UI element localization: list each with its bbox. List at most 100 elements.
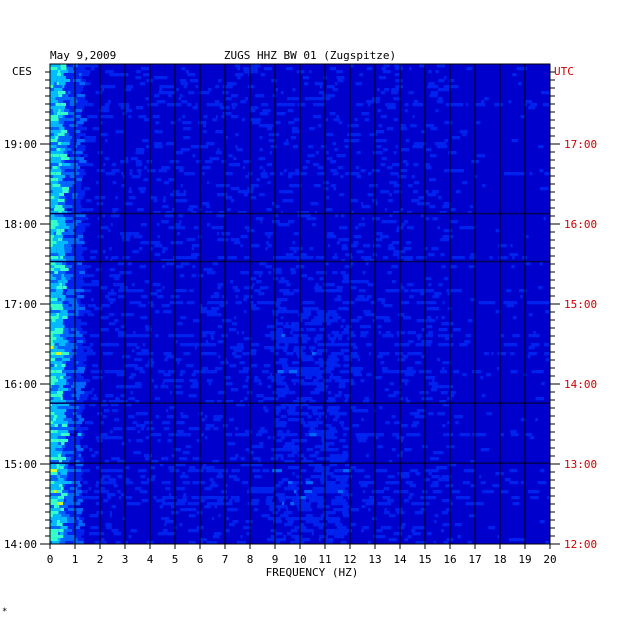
spectrogram-cell bbox=[74, 145, 77, 149]
spectrogram-cell bbox=[76, 178, 82, 182]
spectrogram-cell bbox=[232, 256, 237, 260]
spectrogram-cell bbox=[175, 160, 179, 164]
spectrogram-cell bbox=[80, 67, 86, 71]
spectrogram-cell bbox=[58, 106, 65, 110]
spectrogram-cell bbox=[314, 340, 318, 344]
spectrogram-cell bbox=[342, 505, 351, 509]
spectrogram-cell bbox=[60, 64, 67, 68]
spectrogram-cell bbox=[195, 346, 197, 350]
spectrogram-cell bbox=[75, 370, 78, 374]
spectrogram-cell bbox=[294, 448, 301, 452]
spectrogram-cell bbox=[316, 256, 325, 260]
spectrogram-cell bbox=[464, 340, 471, 344]
spectrogram-cell bbox=[423, 478, 430, 482]
spectrogram-cell bbox=[113, 532, 121, 536]
spectrogram-cell bbox=[316, 457, 326, 461]
spectrogram-cell bbox=[254, 343, 260, 347]
spectrogram-cell bbox=[69, 103, 76, 107]
spectrogram-cell bbox=[256, 433, 263, 437]
spectrogram-cell bbox=[206, 205, 210, 209]
spectrogram-cell bbox=[276, 379, 279, 383]
spectrogram-cell bbox=[361, 112, 366, 116]
spectrogram-cell bbox=[495, 229, 500, 233]
spectrogram-cell bbox=[78, 64, 86, 68]
spectrogram-cell bbox=[69, 109, 75, 113]
spectrogram-cell bbox=[63, 337, 67, 341]
spectrogram-cell bbox=[353, 370, 361, 374]
spectrogram-cell bbox=[50, 409, 53, 413]
spectrogram-cell bbox=[135, 400, 140, 404]
spectrogram-cell bbox=[264, 232, 273, 236]
spectrogram-cell bbox=[433, 541, 436, 545]
spectrogram-cell bbox=[418, 103, 424, 107]
spectrogram-cell bbox=[310, 202, 319, 206]
spectrogram-cell bbox=[248, 73, 251, 77]
spectrogram-cell bbox=[83, 133, 86, 137]
spectrogram-cell bbox=[234, 103, 238, 107]
spectrogram-cell bbox=[267, 376, 271, 380]
spectrogram-cell bbox=[60, 532, 64, 536]
spectrogram-cell bbox=[237, 67, 240, 71]
spectrogram-cell bbox=[343, 469, 351, 473]
spectrogram-cell bbox=[337, 517, 341, 521]
spectrogram-cell bbox=[447, 292, 451, 296]
y-tick-label-local: 16:00 bbox=[4, 378, 37, 391]
spectrogram-cell bbox=[68, 508, 77, 512]
spectrogram-cell bbox=[76, 520, 79, 524]
spectrogram-cell bbox=[355, 367, 363, 371]
spectrogram-cell bbox=[141, 295, 148, 299]
spectrogram-cell bbox=[73, 496, 81, 500]
spectrogram-cell bbox=[245, 97, 249, 101]
spectrogram-cell bbox=[73, 67, 81, 71]
spectrogram-cell bbox=[78, 112, 81, 116]
spectrogram-cell bbox=[55, 103, 61, 107]
spectrogram-cell bbox=[172, 208, 175, 212]
spectrogram-cell bbox=[76, 529, 85, 533]
spectrogram-cell bbox=[354, 118, 358, 122]
spectrogram-cell bbox=[217, 286, 222, 290]
spectrogram-cell bbox=[287, 520, 294, 524]
spectrogram-cell bbox=[449, 208, 456, 212]
spectrogram-cell bbox=[421, 319, 428, 323]
spectrogram-cell bbox=[469, 256, 477, 260]
spectrogram-cell bbox=[514, 301, 518, 305]
spectrogram-cell bbox=[216, 157, 220, 161]
spectrogram-cell bbox=[217, 325, 223, 329]
spectrogram-cell bbox=[68, 241, 71, 245]
spectrogram-cell bbox=[55, 319, 63, 323]
spectrogram-cell bbox=[436, 64, 442, 68]
spectrogram-cell bbox=[307, 154, 315, 158]
spectrogram-cell bbox=[208, 88, 212, 92]
spectrogram-cell bbox=[218, 211, 225, 215]
spectrogram-cell bbox=[128, 196, 136, 200]
spectrogram-cell bbox=[444, 337, 450, 341]
spectrogram-cell bbox=[57, 406, 67, 410]
spectrogram-cell bbox=[294, 535, 303, 539]
spectrogram-cell bbox=[122, 355, 131, 359]
spectrogram-cell bbox=[331, 340, 335, 344]
spectrogram-cell bbox=[173, 385, 182, 389]
spectrogram-cell bbox=[341, 259, 346, 263]
spectrogram-cell bbox=[336, 154, 343, 158]
spectrogram-cell bbox=[380, 163, 386, 167]
spectrogram-cell bbox=[199, 310, 208, 314]
spectrogram-cell bbox=[76, 352, 84, 356]
spectrogram-cell bbox=[249, 301, 254, 305]
spectrogram-cell bbox=[117, 436, 123, 440]
spectrogram-cell bbox=[50, 64, 57, 68]
spectrogram-cell bbox=[60, 538, 68, 542]
spectrogram-cell bbox=[50, 193, 59, 197]
spectrogram-cell bbox=[235, 73, 244, 77]
spectrogram-cell bbox=[278, 256, 286, 260]
spectrogram-cell bbox=[100, 403, 109, 407]
spectrogram-cell bbox=[64, 94, 69, 98]
spectrogram-cell bbox=[325, 517, 332, 521]
spectrogram-cell bbox=[297, 346, 306, 350]
spectrogram-cell bbox=[382, 370, 388, 374]
spectrogram-cell bbox=[74, 292, 78, 296]
spectrogram-cell bbox=[201, 418, 206, 422]
spectrogram-cell bbox=[387, 106, 396, 110]
spectrogram-cell bbox=[50, 382, 55, 386]
spectrogram-cell bbox=[84, 391, 93, 395]
spectrogram-cell bbox=[50, 178, 56, 182]
